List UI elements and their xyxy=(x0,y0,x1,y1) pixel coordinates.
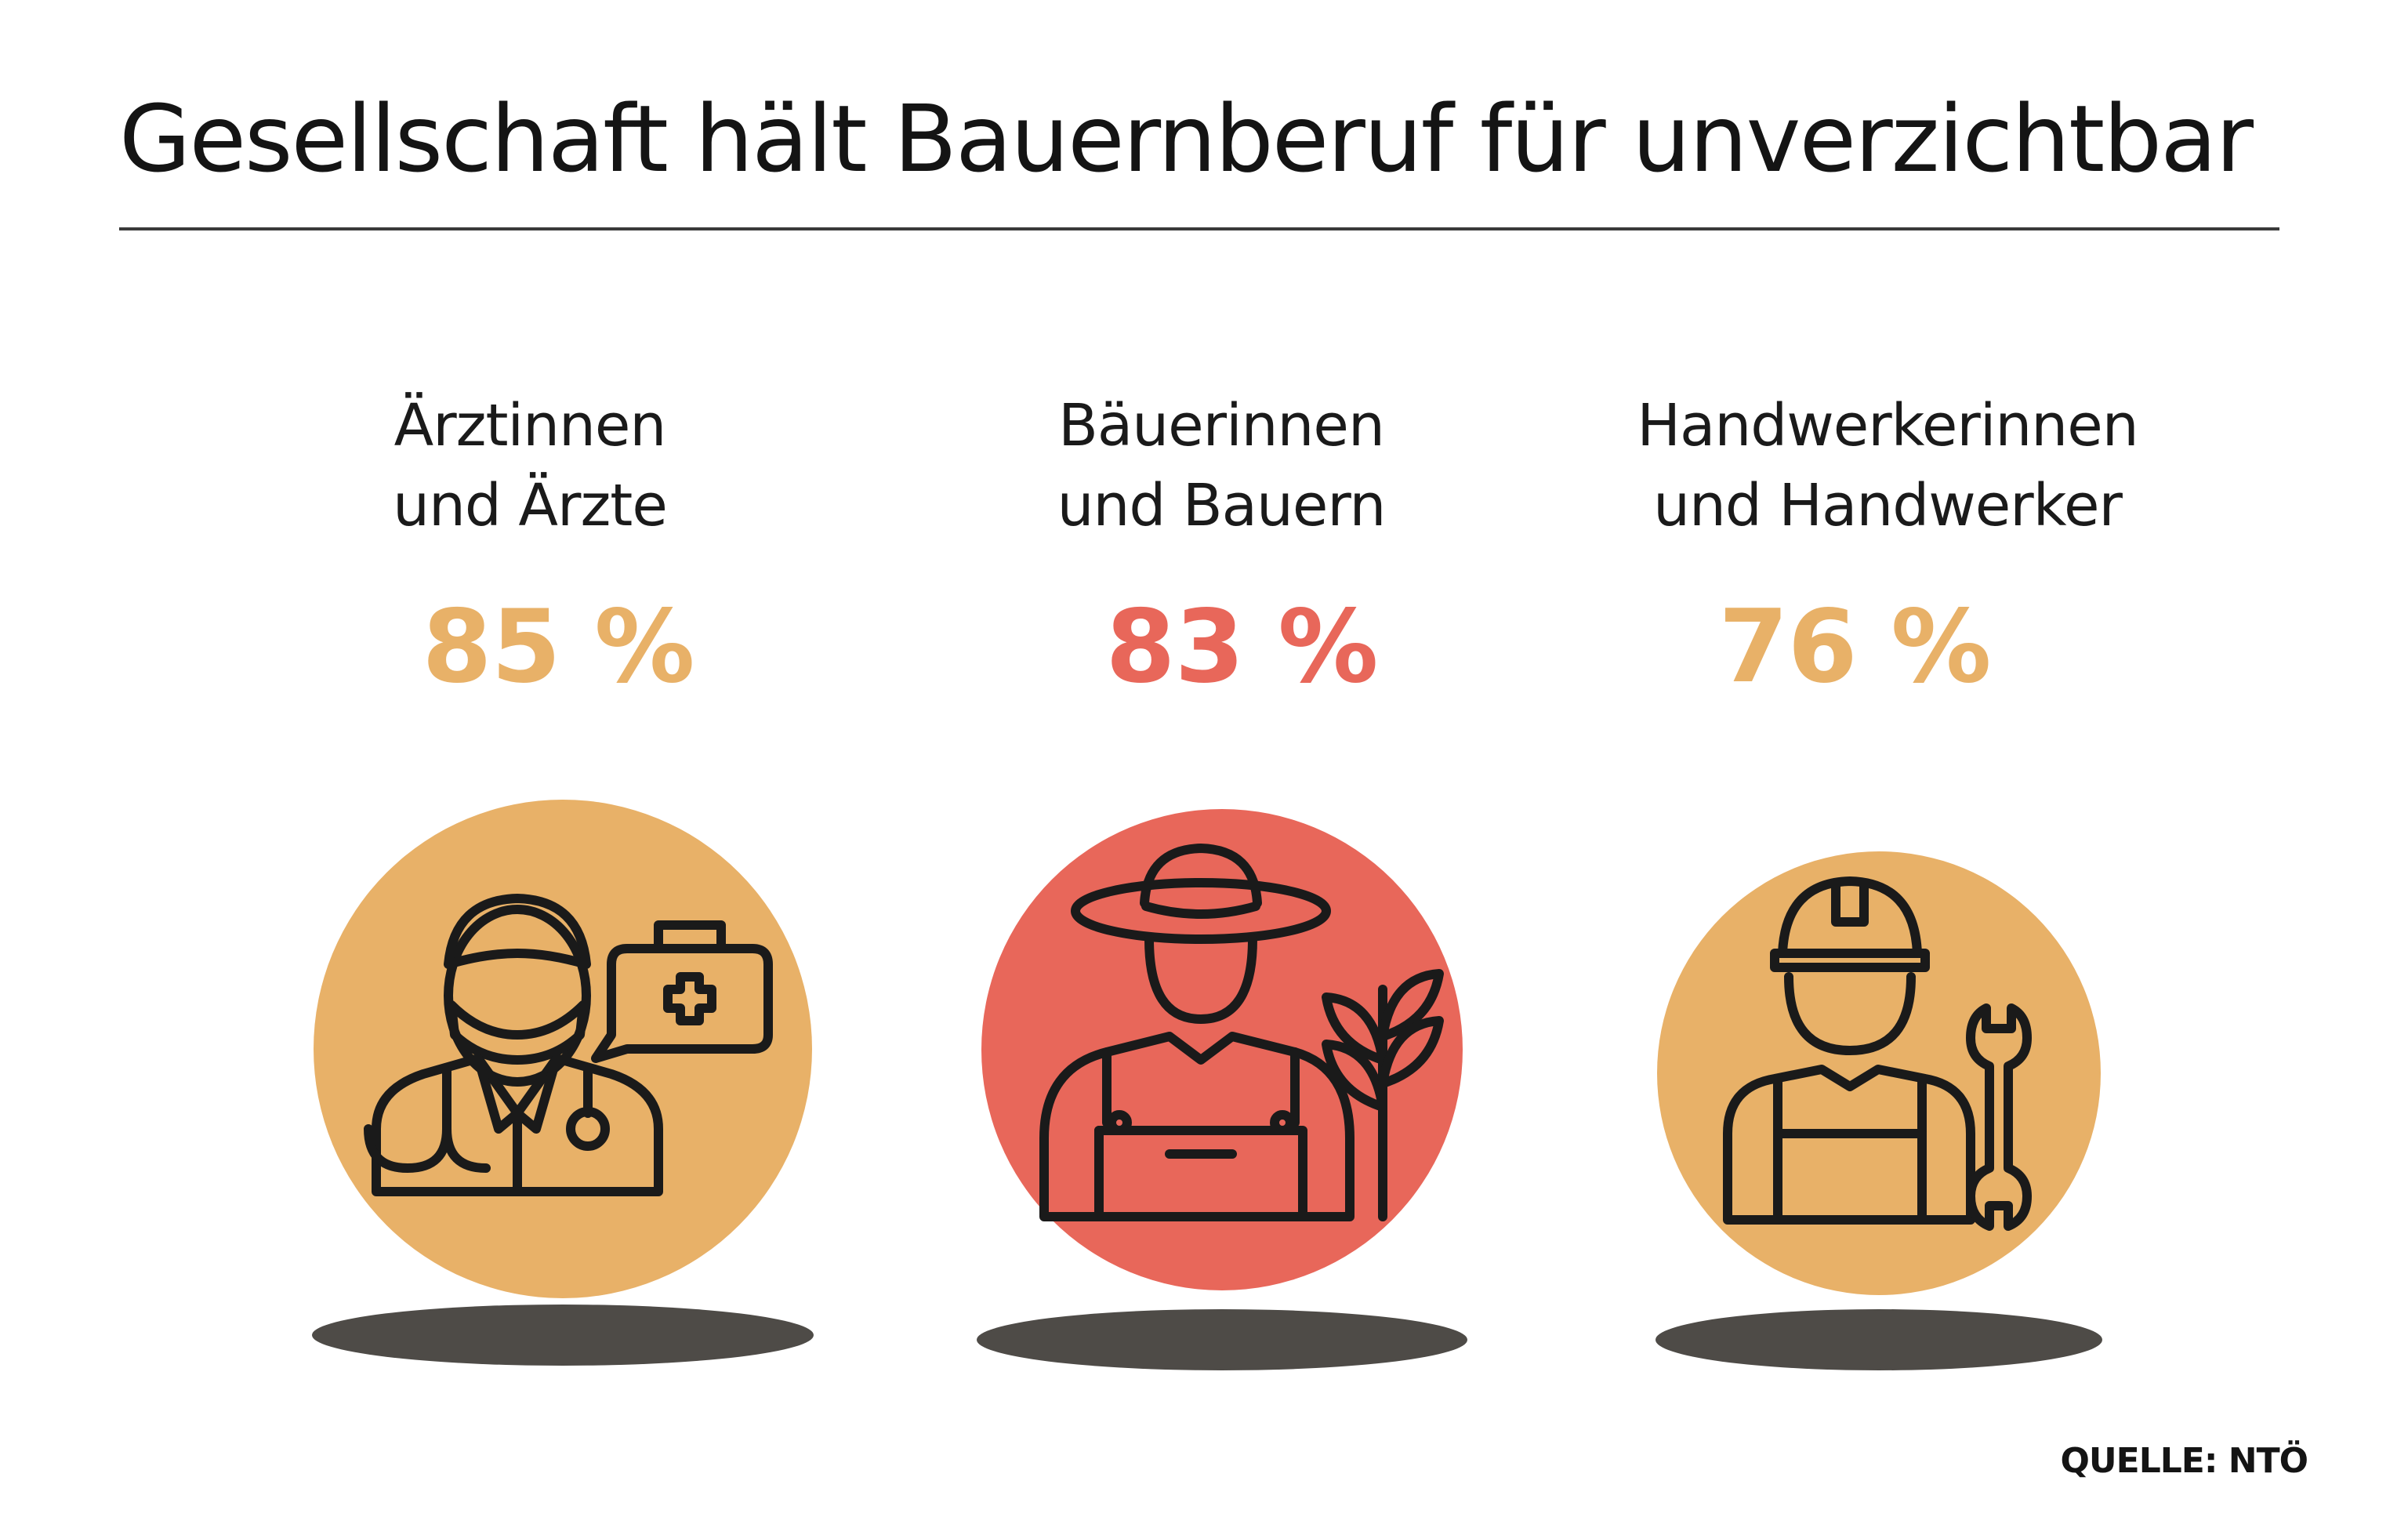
disk-shadow-farmers xyxy=(977,1309,1467,1370)
category-label-line: Handwerkerinnen xyxy=(1637,392,2138,459)
title-divider xyxy=(119,227,2279,230)
category-label-farmers: Bäuerinnen und Bauern xyxy=(869,386,1574,546)
category-label-craftsmen: Handwerkerinnen und Handwerker xyxy=(1535,386,2240,546)
category-label-line: und Handwerker xyxy=(1653,472,2123,539)
farmer-icon xyxy=(1039,844,1444,1221)
category-label-doctors: Ärztinnen und Ärzte xyxy=(177,386,883,546)
disk-shadow-craftsmen xyxy=(1656,1309,2102,1370)
doctor-icon xyxy=(364,894,773,1196)
craftsman-icon xyxy=(1723,876,2032,1231)
category-label-line: Bäuerinnen xyxy=(1058,392,1385,459)
value-label-farmers: 83 % xyxy=(1105,589,1379,706)
category-label-line: und Bauern xyxy=(1057,472,1387,539)
category-label-line: und Ärzte xyxy=(393,472,668,539)
category-label-line: Ärztinnen xyxy=(393,392,667,459)
value-label-craftsmen: 76 % xyxy=(1718,589,1992,706)
disk-shadow-doctors xyxy=(312,1305,814,1366)
page-title: Gesellschaft hält Bauernberuf für unverz… xyxy=(119,85,2254,193)
value-label-doctors: 85 % xyxy=(422,589,695,706)
source-credit: QUELLE: NTÖ xyxy=(2060,1441,2308,1481)
